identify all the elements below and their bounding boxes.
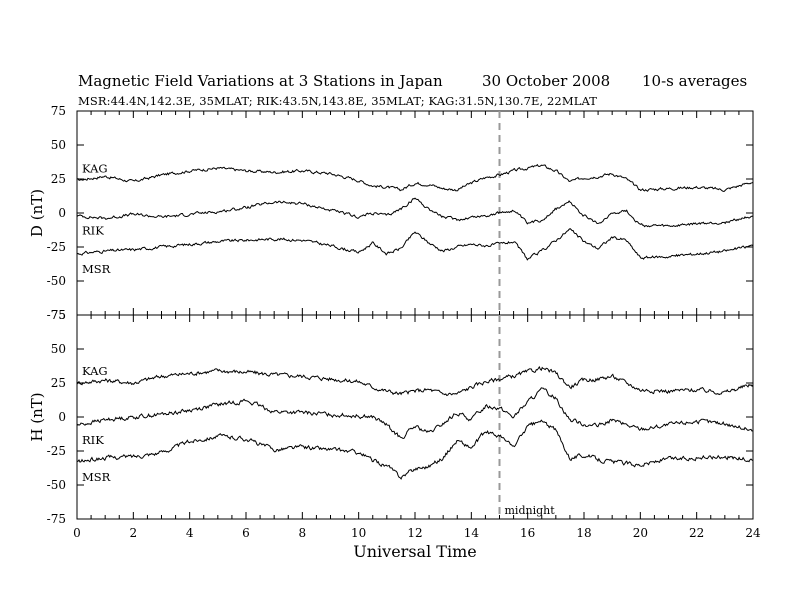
- x-axis-label: Universal Time: [353, 542, 476, 561]
- station-info: MSR:44.4N,142.3E, 35MLAT; RIK:43.5N,143.…: [78, 94, 598, 108]
- y-tick-label: -50: [47, 478, 66, 492]
- x-tick-label: 0: [73, 526, 81, 540]
- y-tick-label: 25: [51, 172, 66, 186]
- y-tick-label: 25: [51, 376, 66, 390]
- title-date: 30 October 2008: [482, 72, 611, 90]
- x-tick-label: 12: [407, 526, 422, 540]
- series-label-kag: KAG: [82, 161, 108, 175]
- y-tick-label: -75: [47, 308, 66, 322]
- y-tick-label: -50: [47, 274, 66, 288]
- y-tick-label: 75: [51, 308, 66, 322]
- series-label-msr: MSR: [82, 470, 111, 484]
- x-tick-label: 18: [576, 526, 591, 540]
- panel-d: 75 50 25 0 -25 -50 -75 D (nT) KAG RIK MSR: [28, 104, 754, 322]
- series-line-msr: [76, 419, 754, 480]
- series-label-rik: RIK: [82, 224, 104, 238]
- y-axis-label: D (nT): [28, 189, 46, 237]
- y-tick-label: 75: [51, 104, 66, 118]
- x-tick-label: 8: [299, 526, 307, 540]
- x-tick-label: 16: [520, 526, 535, 540]
- series-line-msr: [76, 227, 754, 261]
- y-tick-label: 50: [51, 138, 66, 152]
- y-tick-label: 0: [58, 410, 66, 424]
- x-tick-label: 22: [689, 526, 704, 540]
- series-label-rik: RIK: [82, 433, 104, 447]
- series-line-rik: [76, 387, 754, 440]
- series-label-msr: MSR: [82, 262, 111, 276]
- x-tick-label: 10: [351, 526, 366, 540]
- x-tick-label: 2: [130, 526, 138, 540]
- y-axis-label: H (nT): [28, 392, 46, 441]
- y-tick-label: 0: [58, 206, 66, 220]
- plot-frame: [76, 314, 754, 520]
- series-line-rik: [76, 197, 754, 228]
- midnight-label: midnight: [505, 504, 556, 517]
- plot-frame: [76, 110, 754, 316]
- y-tick-label: -25: [47, 240, 66, 254]
- x-tick-label: 6: [242, 526, 250, 540]
- y-tick-label: -75: [47, 512, 66, 526]
- series-label-kag: KAG: [82, 364, 108, 378]
- title-main: Magnetic Field Variations at 3 Stations …: [78, 72, 443, 90]
- title-averaging: 10-s averages: [642, 72, 748, 90]
- series-line-kag: [76, 365, 754, 397]
- x-tick-label: 24: [745, 526, 761, 540]
- x-tick-label: 4: [186, 526, 194, 540]
- y-tick-label: 50: [51, 342, 66, 356]
- x-tick-label: 20: [633, 526, 648, 540]
- y-tick-label: -25: [47, 444, 66, 458]
- x-tick-label: 14: [464, 526, 480, 540]
- series-line-kag: [76, 163, 754, 192]
